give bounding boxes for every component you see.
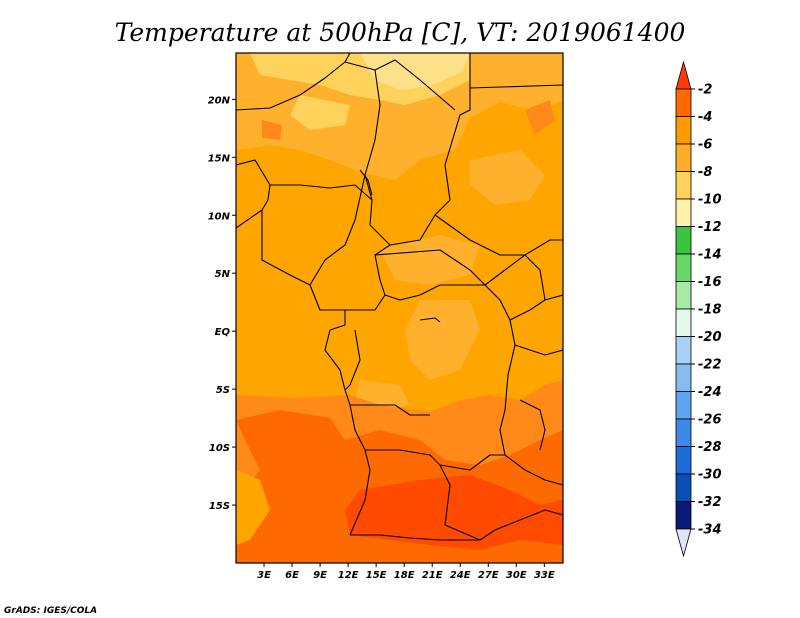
y-tick-label: 10S [209, 443, 230, 454]
temperature-patch-sahara-3 [290, 95, 350, 130]
x-tick-label: 15E [366, 570, 387, 581]
colorbar: -2 -4 -6 -8 -10 -12 -14 -16 -18 -20 -22 -24 -26 -28 -3… [675, 60, 722, 558]
colorbar-box [675, 418, 692, 447]
colorbar-box [675, 143, 692, 172]
y-tick-label: 5N [215, 269, 231, 280]
colorbar-label: -8 [698, 165, 712, 180]
colorbar-box [675, 501, 692, 530]
colorbar-box [675, 226, 692, 255]
y-tick-label: 15N [208, 153, 231, 164]
colorbar-box [675, 198, 692, 227]
temperature-patch-sahara-2 [360, 53, 470, 90]
country-borders [236, 53, 563, 541]
x-tick-label: 3E [257, 570, 271, 581]
colorbar-label: -34 [698, 523, 722, 538]
map-panel [236, 53, 563, 563]
colorbar-label: -24 [698, 385, 722, 400]
x-tick-label: 24E [450, 570, 471, 581]
colorbar-box [675, 473, 692, 502]
colorbar-label: -18 [698, 303, 722, 318]
colorbar-label: -30 [698, 468, 722, 483]
x-tick-label: 21E [422, 570, 443, 581]
chart-title: Temperature at 500hPa [C], VT: 201906140… [115, 18, 686, 47]
colorbar-box [675, 116, 692, 145]
x-tick-label: 6E [285, 570, 299, 581]
colorbar-label: -22 [698, 358, 722, 373]
y-axis: 20N 15N 10N 5N EQ 5S 10S 15S [208, 95, 236, 512]
colorbar-label: -32 [698, 495, 722, 510]
y-tick-label: 20N [208, 95, 231, 106]
colorbar-label: -12 [698, 220, 722, 235]
colorbar-box [675, 363, 692, 392]
x-axis: 3E 6E 9E 12E 15E 18E 21E 24E 27E 30E 33E [257, 563, 555, 581]
temperature-band-north [236, 53, 563, 180]
colorbar-box [675, 336, 692, 365]
colorbar-label: -10 [698, 193, 722, 208]
colorbar-box [675, 281, 692, 310]
colorbar-label: -2 [698, 83, 712, 98]
colorbar-label: -4 [698, 110, 712, 125]
temperature-patch-hot [345, 475, 563, 550]
temperature-patch-west-cool [236, 470, 270, 545]
colorbar-box [675, 253, 692, 282]
colorbar-label: -28 [698, 440, 722, 455]
colorbar-label: -26 [698, 413, 722, 428]
x-tick-label: 27E [478, 570, 499, 581]
colorbar-box [675, 446, 692, 475]
colorbar-label: -6 [698, 138, 712, 153]
y-tick-label: 5S [216, 385, 230, 396]
x-tick-label: 18E [394, 570, 415, 581]
colorbar-label: -20 [698, 330, 722, 345]
temperature-patch-central-1 [380, 235, 480, 285]
colorbar-box [675, 391, 692, 420]
map-frame [235, 52, 564, 564]
credit-text: GrADS: IGES/COLA [4, 606, 97, 616]
y-tick-label: 15S [209, 501, 230, 512]
colorbar-top-triangle [675, 60, 692, 90]
colorbar-label: -16 [698, 275, 722, 290]
temperature-patch-central-3 [470, 150, 545, 205]
x-tick-label: 12E [338, 570, 359, 581]
colorbar-label: -14 [698, 248, 722, 263]
x-tick-label: 30E [506, 570, 527, 581]
temperature-patch-ne-hot [525, 100, 555, 135]
colorbar-box [675, 308, 692, 337]
colorbar-box [675, 171, 692, 200]
colorbar-box [675, 88, 692, 117]
y-tick-label: 10N [208, 211, 231, 222]
x-tick-label: 33E [534, 570, 555, 581]
y-tick-label: EQ [215, 327, 231, 338]
colorbar-bottom-triangle [675, 528, 692, 558]
temperature-patch-north-hot [262, 120, 282, 140]
x-tick-label: 9E [313, 570, 327, 581]
